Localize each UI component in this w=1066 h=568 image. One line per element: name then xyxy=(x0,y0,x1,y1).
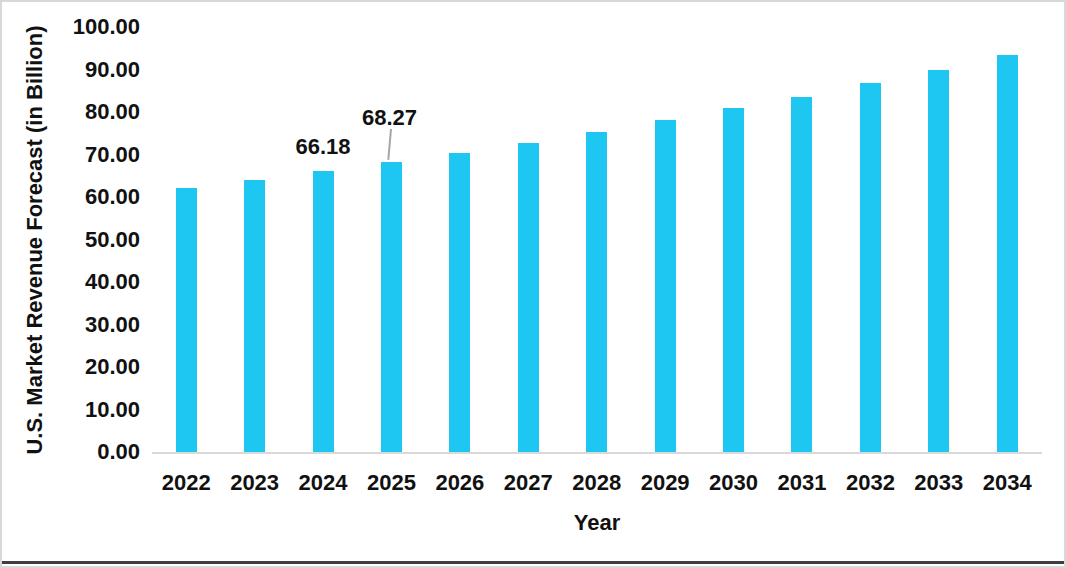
bar-2027 xyxy=(518,143,539,452)
bar-2028 xyxy=(586,132,607,452)
y-tick-label-50.00: 50.00 xyxy=(0,227,140,253)
bar-2034 xyxy=(997,55,1018,452)
x-tick-label-2024: 2024 xyxy=(289,470,357,496)
chart-frame-bottom-edge xyxy=(2,561,1064,564)
y-tick-label-10.00: 10.00 xyxy=(0,397,140,423)
bar-chart: U.S. Market Revenue Forecast (in Billion… xyxy=(0,0,1066,568)
x-tick-label-2031: 2031 xyxy=(768,470,836,496)
bar-2026 xyxy=(449,153,470,452)
bar-2030 xyxy=(723,108,744,452)
bar-2033 xyxy=(928,70,949,453)
x-tick-label-2025: 2025 xyxy=(357,470,425,496)
bar-2024 xyxy=(313,171,334,452)
bar-2023 xyxy=(244,180,265,452)
y-tick-label-80.00: 80.00 xyxy=(0,99,140,125)
y-tick-label-40.00: 40.00 xyxy=(0,269,140,295)
y-tick-label-100.00: 100.00 xyxy=(0,14,140,40)
y-tick-label-20.00: 20.00 xyxy=(0,354,140,380)
bar-2032 xyxy=(860,83,881,452)
x-tick-label-2022: 2022 xyxy=(152,470,220,496)
x-tick-label-2029: 2029 xyxy=(631,470,699,496)
x-tick-label-2030: 2030 xyxy=(699,470,767,496)
x-tick-label-2033: 2033 xyxy=(905,470,973,496)
y-tick-label-60.00: 60.00 xyxy=(0,184,140,210)
x-tick-label-2028: 2028 xyxy=(563,470,631,496)
leader-line-2025 xyxy=(387,129,392,160)
x-tick-label-2027: 2027 xyxy=(494,470,562,496)
x-tick-label-2034: 2034 xyxy=(973,470,1041,496)
data-label-2024: 66.18 xyxy=(296,134,351,160)
x-axis-line xyxy=(152,452,1042,454)
y-tick-label-0.00: 0.00 xyxy=(0,439,140,465)
data-label-2025: 68.27 xyxy=(362,105,417,131)
x-tick-label-2026: 2026 xyxy=(426,470,494,496)
x-tick-label-2032: 2032 xyxy=(836,470,904,496)
x-tick-label-2023: 2023 xyxy=(220,470,288,496)
bar-2029 xyxy=(655,120,676,452)
y-tick-label-90.00: 90.00 xyxy=(0,57,140,83)
x-axis-title: Year xyxy=(152,510,1042,536)
bar-2025 xyxy=(381,162,402,452)
bar-2022 xyxy=(176,188,197,452)
bar-2031 xyxy=(791,97,812,452)
y-tick-label-70.00: 70.00 xyxy=(0,142,140,168)
y-tick-label-30.00: 30.00 xyxy=(0,312,140,338)
